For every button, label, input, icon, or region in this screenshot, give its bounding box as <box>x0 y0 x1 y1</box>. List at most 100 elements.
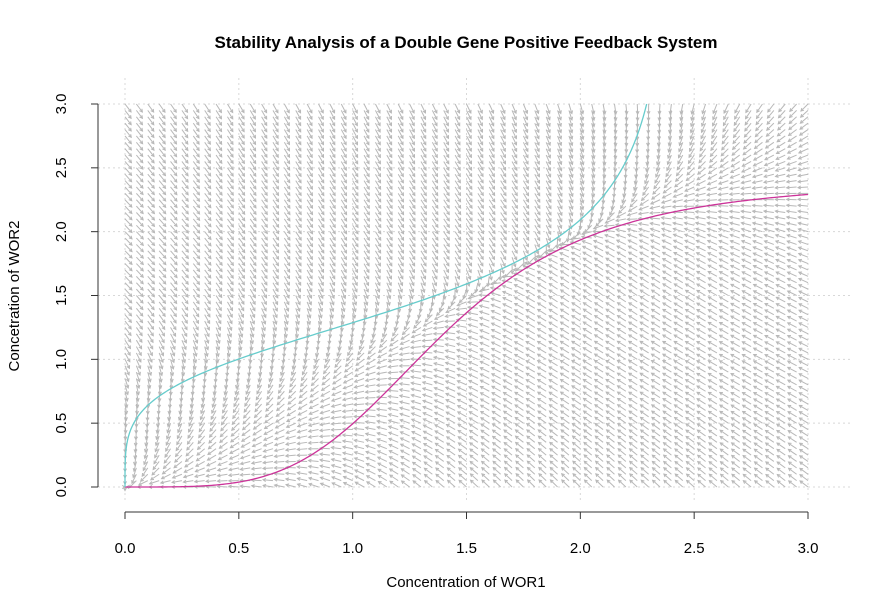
vector-arrow <box>538 479 547 488</box>
vector-arrow <box>593 347 604 354</box>
vector-arrow <box>329 180 336 191</box>
vector-arrow <box>490 373 501 379</box>
vector-arrow <box>445 405 456 411</box>
vector-arrow <box>238 308 244 319</box>
vector-arrow <box>163 454 171 464</box>
vector-arrow <box>342 475 353 482</box>
vector-arrow <box>526 479 536 488</box>
vector-arrow <box>684 391 695 399</box>
vector-arrow <box>170 173 178 183</box>
vector-arrow <box>627 264 638 271</box>
vector-arrow <box>409 218 416 229</box>
vector-arrow <box>559 366 570 373</box>
vector-arrow <box>238 282 245 292</box>
vector-arrow <box>220 422 228 432</box>
vector-arrow <box>651 448 661 456</box>
vector-arrow <box>306 320 311 332</box>
vector-arrow <box>295 212 302 222</box>
vector-arrow <box>662 276 672 284</box>
vector-arrow <box>147 212 156 221</box>
vector-arrow <box>386 148 393 159</box>
vector-arrow <box>797 203 809 208</box>
vector-arrow <box>227 142 234 152</box>
vector-arrow <box>797 209 809 214</box>
vector-arrow <box>435 307 445 317</box>
vector-arrow <box>363 256 370 267</box>
vector-arrow <box>181 333 187 344</box>
vector-arrow <box>696 321 706 328</box>
vector-arrow <box>242 416 251 425</box>
vector-arrow <box>695 245 706 252</box>
vector-arrow <box>718 302 729 309</box>
vector-arrow <box>272 205 280 216</box>
vector-arrow <box>559 327 570 335</box>
vector-arrow <box>685 467 695 475</box>
vector-arrow <box>306 199 314 210</box>
vector-arrow <box>431 225 439 235</box>
vector-arrow <box>582 404 593 411</box>
vector-arrow <box>147 231 156 240</box>
vector-arrow <box>549 466 558 475</box>
vector-arrow <box>318 135 324 146</box>
vector-arrow <box>571 410 581 418</box>
vector-arrow <box>466 148 472 159</box>
vector-arrow <box>454 231 462 241</box>
vector-arrow <box>283 269 291 280</box>
vector-arrow <box>673 360 684 367</box>
vector-arrow <box>651 467 661 475</box>
vector-arrow <box>752 379 763 386</box>
vector-arrow <box>267 378 274 389</box>
vector-arrow <box>249 193 257 203</box>
vector-arrow <box>204 346 209 358</box>
vector-arrow <box>685 473 695 481</box>
vector-arrow <box>147 129 155 139</box>
vector-arrow <box>363 129 370 140</box>
vector-arrow <box>572 473 581 481</box>
vector-arrow <box>729 180 740 185</box>
vector-arrow <box>295 314 300 326</box>
vector-arrow <box>374 116 381 127</box>
vector-arrow <box>548 353 558 360</box>
vector-arrow <box>238 116 245 127</box>
vector-arrow <box>466 300 478 305</box>
vector-arrow <box>502 328 513 335</box>
vector-arrow <box>639 347 649 354</box>
vector-arrow <box>376 450 388 456</box>
vector-arrow <box>455 307 467 312</box>
vector-arrow <box>227 199 234 209</box>
vector-arrow <box>387 388 399 393</box>
vector-arrow <box>627 245 638 252</box>
vector-arrow <box>707 309 718 316</box>
vector-arrow <box>261 276 268 286</box>
vector-arrow <box>400 333 410 340</box>
vector-arrow <box>215 301 222 312</box>
vector-arrow <box>582 385 592 392</box>
vector-arrow <box>397 199 405 210</box>
vector-arrow <box>650 416 661 424</box>
vector-arrow <box>455 342 467 348</box>
vector-arrow <box>272 276 279 286</box>
vector-arrow <box>423 473 433 482</box>
vector-arrow <box>685 479 695 488</box>
vector-arrow <box>230 429 240 437</box>
vector-arrow <box>548 276 558 284</box>
vector-arrow <box>170 250 178 260</box>
vector-arrow <box>318 129 324 140</box>
vector-arrow <box>559 264 570 271</box>
vector-arrow <box>432 331 444 336</box>
vector-arrow <box>560 447 570 456</box>
vector-arrow <box>707 328 718 335</box>
vector-arrow <box>730 404 740 411</box>
vector-arrow <box>752 398 763 405</box>
vector-arrow <box>717 198 729 203</box>
vector-arrow <box>778 103 786 113</box>
vector-arrow <box>616 302 627 309</box>
vector-arrow <box>272 173 279 184</box>
vector-arrow <box>210 416 217 427</box>
vector-arrow <box>170 314 177 324</box>
vector-arrow <box>306 288 313 300</box>
vector-arrow <box>657 103 662 116</box>
vector-arrow <box>640 466 649 475</box>
vector-arrow <box>170 301 178 311</box>
vector-arrow <box>329 276 336 287</box>
